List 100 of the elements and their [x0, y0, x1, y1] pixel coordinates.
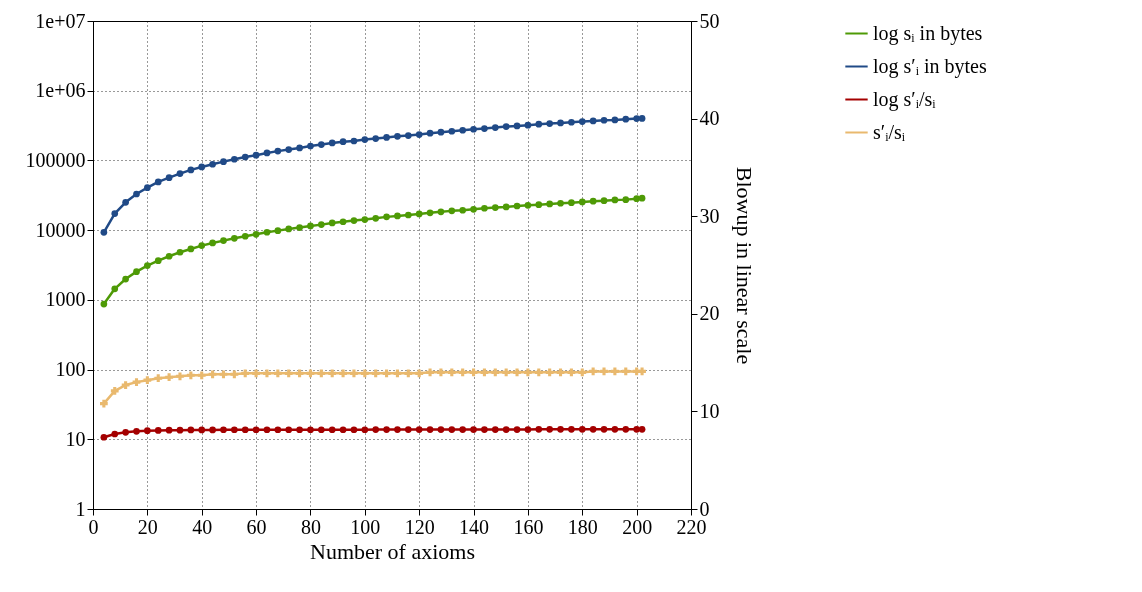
- point: [154, 427, 162, 434]
- point: [546, 425, 554, 433]
- point: [524, 121, 532, 129]
- point: [448, 426, 456, 433]
- point: [557, 425, 564, 433]
- point: [513, 426, 521, 433]
- point: [198, 242, 206, 249]
- point: [491, 204, 499, 211]
- point: [611, 196, 619, 204]
- x-tick-label: 20: [137, 515, 158, 538]
- point: [328, 139, 336, 147]
- point: [622, 196, 630, 203]
- legend-label: log s′ᵢ/sᵢ: [873, 87, 937, 111]
- point: [383, 134, 390, 141]
- point: [491, 426, 499, 433]
- point: [133, 190, 140, 198]
- y2-tick-label: 50: [699, 9, 720, 32]
- point: [633, 115, 640, 122]
- point: [557, 199, 564, 207]
- point: [263, 149, 271, 157]
- point: [524, 426, 532, 433]
- point: [568, 118, 575, 126]
- point: [470, 125, 477, 133]
- point: [176, 426, 184, 434]
- x-tick-label: 180: [567, 515, 598, 538]
- point: [296, 144, 303, 152]
- point: [589, 197, 597, 205]
- point: [252, 230, 260, 238]
- point: [546, 200, 554, 208]
- point: [209, 239, 216, 247]
- point: [415, 426, 423, 433]
- point: [220, 237, 227, 244]
- point: [611, 425, 619, 433]
- point: [111, 430, 119, 438]
- point: [481, 204, 488, 212]
- x-axis-title: Number of axioms: [310, 538, 475, 564]
- y2-axis-title: Blowup in linear scale: [731, 166, 757, 365]
- point: [502, 203, 510, 211]
- point: [339, 426, 347, 434]
- point: [426, 129, 434, 137]
- y-tick-label: 1e+06: [35, 79, 86, 102]
- point: [633, 425, 640, 433]
- point: [350, 426, 358, 434]
- point: [122, 275, 129, 283]
- point: [328, 219, 336, 227]
- x-tick-label: 200: [622, 515, 653, 538]
- point: [426, 426, 434, 433]
- point: [361, 216, 369, 223]
- point: [524, 201, 532, 209]
- point: [481, 125, 488, 132]
- point: [361, 136, 369, 143]
- point: [638, 425, 646, 433]
- point: [535, 425, 543, 433]
- point: [317, 141, 325, 148]
- point: [437, 426, 445, 433]
- point: [285, 225, 293, 233]
- point: [339, 138, 347, 145]
- point: [274, 147, 282, 155]
- point: [296, 224, 303, 231]
- point: [394, 426, 401, 433]
- point: [144, 427, 151, 434]
- point: [600, 425, 608, 433]
- point: [600, 197, 608, 204]
- x-tick-label: 80: [300, 515, 321, 538]
- point: [448, 207, 456, 215]
- point: [415, 210, 423, 218]
- point: [481, 426, 488, 433]
- point: [383, 213, 390, 221]
- point: [100, 228, 108, 236]
- point: [535, 120, 543, 128]
- point: [209, 160, 216, 168]
- x-tick-label: 60: [246, 515, 267, 538]
- point: [274, 426, 282, 434]
- point: [611, 116, 619, 124]
- point: [307, 222, 314, 230]
- point: [165, 252, 173, 260]
- point: [111, 285, 119, 293]
- point: [491, 124, 499, 131]
- point: [154, 257, 162, 264]
- point: [165, 174, 173, 182]
- point: [285, 146, 293, 153]
- point: [568, 425, 575, 433]
- point: [198, 426, 206, 434]
- point: [133, 268, 140, 275]
- point: [638, 115, 646, 122]
- point: [361, 426, 369, 434]
- point: [404, 211, 412, 219]
- legend-label: log sᵢ in bytes: [873, 21, 983, 45]
- y-tick-label: 10000: [35, 218, 86, 241]
- y-tick-label: 10: [65, 427, 86, 450]
- point: [535, 201, 543, 209]
- point: [263, 426, 271, 434]
- point: [513, 202, 521, 210]
- point: [404, 132, 412, 139]
- y-tick-label: 1e+07: [35, 9, 86, 32]
- x-tick-label: 120: [404, 515, 435, 538]
- point: [557, 119, 564, 127]
- point: [111, 210, 119, 217]
- point: [372, 214, 380, 222]
- point: [568, 199, 575, 206]
